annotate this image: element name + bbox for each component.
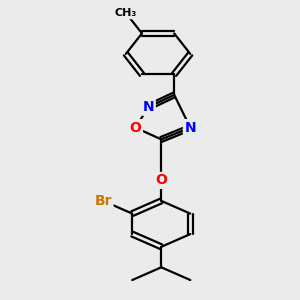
- Text: O: O: [130, 121, 141, 135]
- Text: N: N: [184, 121, 196, 135]
- Text: O: O: [155, 173, 167, 188]
- Text: Br: Br: [94, 194, 112, 208]
- Text: N: N: [142, 100, 154, 114]
- Text: CH₃: CH₃: [115, 8, 137, 18]
